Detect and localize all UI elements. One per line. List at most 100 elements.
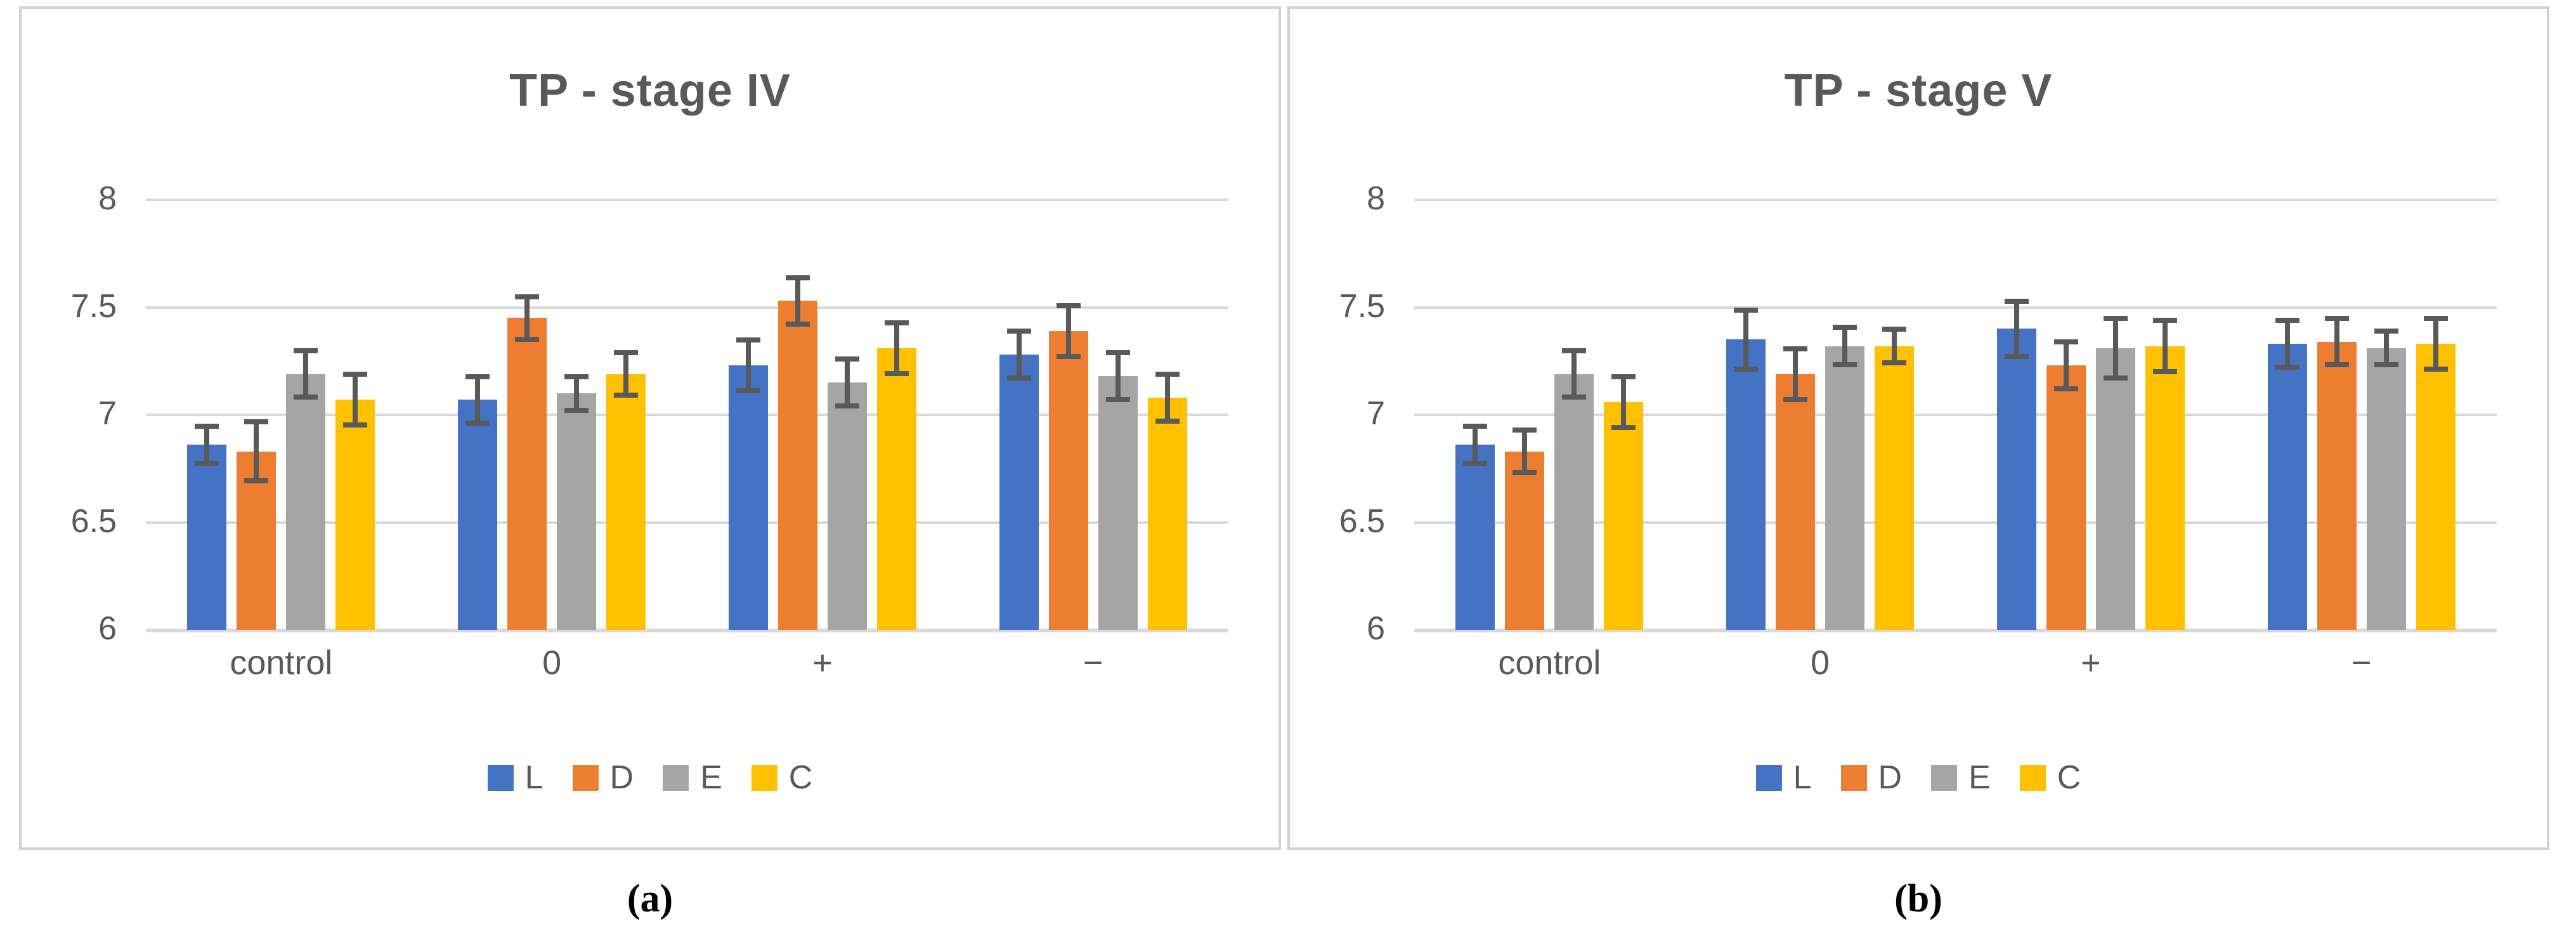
- error-bar-stem: [1892, 327, 1897, 366]
- y-axis-tick-label: 6: [1367, 610, 1385, 647]
- error-bar-stem: [1793, 346, 1799, 402]
- bar-L-0: [458, 400, 498, 630]
- bar-L-0: [1726, 339, 1766, 630]
- error-bar-stem: [1016, 329, 1022, 381]
- bar-D-0: [1776, 374, 1816, 630]
- error-bar-stem: [2063, 339, 2069, 391]
- error-bar-E-0: [1833, 324, 1857, 368]
- error-bar-stem: [844, 356, 850, 408]
- legend-label: C: [2057, 759, 2081, 796]
- error-bar-C-0: [614, 350, 639, 398]
- legend-entry-D: D: [1840, 759, 1902, 797]
- error-bar-stem: [1743, 307, 1749, 372]
- error-bar-D-−: [1056, 303, 1081, 359]
- error-bar-E-+: [2103, 316, 2128, 381]
- error-bar-stem: [475, 374, 481, 426]
- x-axis-category-label: control: [230, 644, 333, 682]
- error-bar-D-0: [1783, 346, 1808, 402]
- gridline: [146, 199, 1228, 201]
- error-bar-stem: [623, 350, 629, 398]
- bar-D-control: [1505, 451, 1545, 630]
- error-bar-stem: [2383, 329, 2389, 368]
- error-bar-D-+: [2053, 339, 2078, 391]
- error-bar-C-+: [884, 320, 909, 376]
- error-bar-D-−: [2324, 316, 2349, 368]
- legend-swatch-L: [1755, 764, 1782, 791]
- legend-swatch-C: [2019, 764, 2046, 791]
- bar-D-+: [2046, 365, 2086, 630]
- legend-swatch-D: [572, 764, 599, 791]
- y-axis-tick-label: 7.5: [70, 287, 117, 325]
- chart-panel-b: TP - stage V 8 7.5 7 6.5 6 control 0 + − L D E C: [1287, 6, 2549, 850]
- bar-E-+: [827, 382, 867, 630]
- error-bar-stem: [1164, 372, 1170, 424]
- bar-E-0: [1825, 346, 1865, 630]
- gridline: [146, 414, 1228, 416]
- error-bar-L-control: [195, 423, 219, 467]
- bar-C-control: [335, 400, 375, 630]
- bar-D-−: [1048, 330, 1088, 630]
- chart-title: TP - stage IV: [509, 65, 791, 116]
- error-bar-stem: [1621, 374, 1627, 430]
- error-bar-E-−: [2374, 329, 2398, 368]
- x-axis-category-label: +: [2081, 644, 2101, 682]
- error-bar-stem: [353, 372, 358, 428]
- error-bar-E-control: [1562, 348, 1587, 400]
- legend-label: L: [524, 759, 543, 796]
- error-bar-stem: [2162, 318, 2168, 374]
- bar-C-−: [2416, 344, 2456, 630]
- bar-D-0: [507, 318, 547, 630]
- bar-E-+: [2095, 348, 2135, 630]
- error-bar-stem: [2433, 316, 2438, 372]
- y-axis-tick-label: 8: [1367, 180, 1385, 217]
- error-bar-stem: [1065, 303, 1071, 359]
- legend-swatch-L: [487, 764, 514, 791]
- bar-C-+: [876, 348, 916, 630]
- y-axis-tick-label: 6.5: [70, 502, 117, 540]
- error-bar-stem: [2112, 316, 2118, 381]
- y-axis-tick-label: 7: [1367, 395, 1385, 432]
- error-bar-stem: [1522, 427, 1528, 475]
- bar-C-0: [606, 374, 646, 630]
- error-bar-D-control: [244, 419, 269, 484]
- error-bar-D-0: [515, 294, 540, 342]
- legend-swatch-D: [1840, 764, 1867, 791]
- bar-D-+: [777, 301, 817, 630]
- bar-D-−: [2317, 341, 2357, 630]
- error-bar-stem: [204, 423, 210, 467]
- error-bar-E-control: [294, 348, 318, 400]
- x-axis-category-label: +: [812, 644, 833, 682]
- y-axis-tick-label: 6: [98, 610, 117, 647]
- error-bar-stem: [1842, 324, 1848, 368]
- bar-L-control: [187, 445, 227, 630]
- error-bar-D-control: [1512, 427, 1537, 475]
- error-bar-L-+: [736, 337, 760, 394]
- legend-label: C: [788, 759, 813, 796]
- legend-entry-L: L: [1755, 759, 1812, 797]
- error-bar-stem: [1115, 350, 1121, 402]
- bar-E-control: [1554, 374, 1594, 630]
- bar-L-control: [1455, 445, 1495, 630]
- bar-L-+: [728, 365, 768, 630]
- legend-label: E: [1968, 759, 1991, 796]
- legend-swatch-E: [663, 764, 689, 791]
- error-bar-L-control: [1463, 423, 1488, 467]
- chart-panel-a: TP - stage IV 8 7.5 7 6.5 6 control 0 + − L D E C: [19, 6, 1281, 850]
- panel-caption-b: (b): [1894, 877, 1942, 920]
- error-bar-stem: [745, 337, 751, 394]
- gridline: [1414, 521, 2497, 524]
- y-axis-tick-label: 8: [98, 180, 117, 217]
- x-axis-category-label: 0: [542, 644, 562, 682]
- error-bar-stem: [795, 275, 800, 327]
- y-axis-tick-label: 7: [98, 395, 117, 432]
- gridline: [146, 521, 1228, 524]
- gridline: [1414, 306, 2497, 309]
- error-bar-stem: [524, 294, 530, 342]
- error-bar-stem: [574, 374, 580, 413]
- error-bar-stem: [2013, 298, 2019, 359]
- legend-swatch-C: [751, 764, 777, 791]
- error-bar-C-−: [1155, 372, 1180, 424]
- error-bar-stem: [2284, 318, 2290, 370]
- legend-entry-E: E: [663, 759, 722, 797]
